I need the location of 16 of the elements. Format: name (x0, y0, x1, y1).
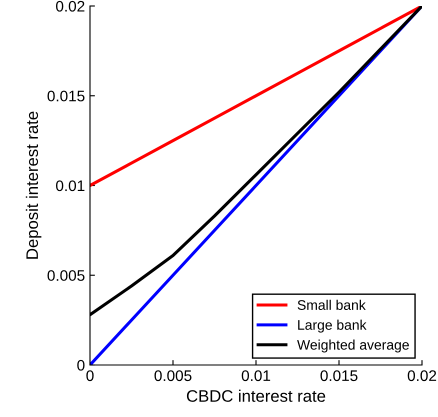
x-axis-title: CBDC interest rate (186, 390, 326, 402)
y-axis-title: Deposit interest rate (26, 112, 42, 259)
y-tick-label: 0.02 (56, 0, 84, 12)
legend-label: Large bank (298, 320, 367, 333)
line-series (90, 6, 422, 188)
x-tick-label: 0.01 (242, 370, 270, 382)
y-tick-label: 0.01 (56, 180, 84, 192)
x-tick-label: 0.015 (320, 370, 358, 382)
legend-label: Weighted average (297, 340, 409, 352)
x-tick-label: 0 (86, 370, 94, 382)
x-tick-label: 0.005 (154, 370, 192, 382)
y-tick-label: 0 (77, 360, 85, 371)
y-tick-label: 0.015 (48, 90, 84, 102)
y-tick-label: 0.005 (48, 270, 84, 281)
x-tick-label: 0.02 (408, 370, 436, 382)
legend-label: Small bank (298, 300, 366, 310)
